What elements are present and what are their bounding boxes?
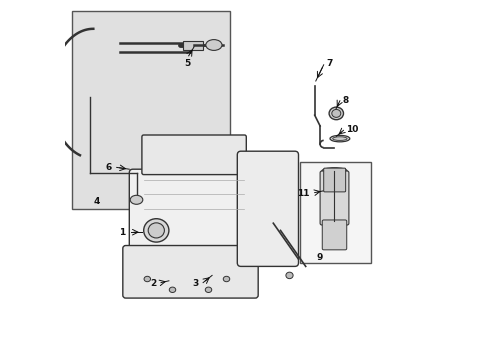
Text: 2: 2 bbox=[150, 279, 156, 288]
FancyBboxPatch shape bbox=[323, 168, 345, 192]
Ellipse shape bbox=[331, 109, 340, 117]
Text: 5: 5 bbox=[183, 59, 190, 68]
Text: 10: 10 bbox=[346, 125, 358, 134]
FancyBboxPatch shape bbox=[320, 171, 348, 225]
Bar bbox=[300, 162, 370, 263]
Ellipse shape bbox=[130, 195, 142, 204]
Text: 7: 7 bbox=[326, 59, 332, 68]
Text: 4: 4 bbox=[94, 197, 100, 206]
Ellipse shape bbox=[223, 276, 229, 282]
FancyBboxPatch shape bbox=[237, 151, 298, 266]
FancyBboxPatch shape bbox=[122, 246, 258, 298]
Ellipse shape bbox=[169, 287, 175, 292]
Bar bbox=[72, 11, 230, 209]
Ellipse shape bbox=[144, 276, 150, 282]
Ellipse shape bbox=[143, 219, 168, 242]
FancyBboxPatch shape bbox=[322, 220, 346, 250]
Text: 6: 6 bbox=[105, 163, 112, 172]
Text: 9: 9 bbox=[316, 253, 323, 262]
Ellipse shape bbox=[328, 107, 343, 120]
FancyArrowPatch shape bbox=[246, 161, 285, 203]
Ellipse shape bbox=[148, 223, 164, 238]
Ellipse shape bbox=[285, 272, 292, 279]
FancyBboxPatch shape bbox=[142, 135, 246, 175]
Ellipse shape bbox=[321, 168, 346, 174]
Ellipse shape bbox=[332, 137, 346, 140]
Ellipse shape bbox=[205, 287, 211, 292]
Text: 1: 1 bbox=[119, 228, 125, 237]
Ellipse shape bbox=[329, 135, 349, 142]
Bar bbox=[183, 41, 203, 50]
Text: 8: 8 bbox=[342, 96, 348, 105]
Text: 11: 11 bbox=[297, 189, 309, 198]
Text: 3: 3 bbox=[192, 279, 198, 288]
FancyBboxPatch shape bbox=[129, 169, 251, 256]
Ellipse shape bbox=[205, 40, 222, 50]
